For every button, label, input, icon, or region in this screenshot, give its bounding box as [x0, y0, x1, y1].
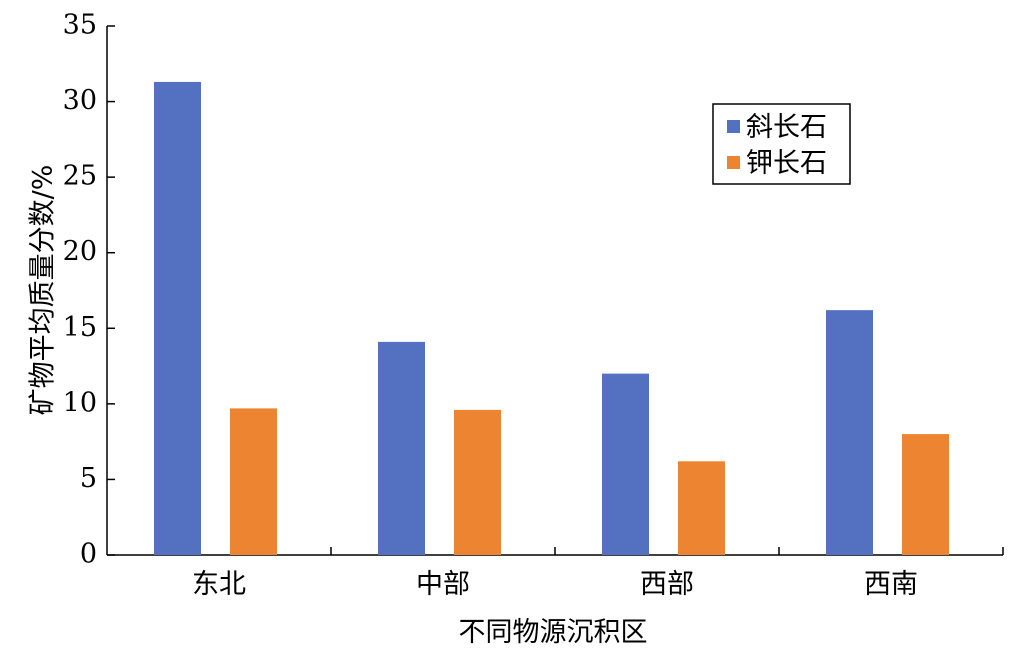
x-tick-label: 中部 [416, 569, 470, 600]
y-ticks: 0 5 10 15 20 25 30 35 [63, 10, 115, 570]
y-tick-label: 15 [63, 312, 97, 343]
y-tick-label: 10 [63, 387, 97, 418]
y-tick-label: 5 [80, 463, 97, 494]
y-tick-label: 20 [63, 236, 97, 267]
x-axis-title: 不同物源沉积区 [459, 617, 648, 648]
bars [154, 81, 949, 556]
y-tick-label: 30 [63, 85, 97, 116]
legend-label-plagioclase: 斜长石 [746, 112, 827, 143]
bar-k-feldspar-0 [230, 408, 277, 555]
bar-plagioclase-2 [602, 373, 649, 555]
y-tick-label: 25 [63, 161, 97, 192]
x-tick-label: 东北 [192, 569, 246, 600]
legend-swatch-k-feldspar [727, 156, 740, 169]
x-tick-label: 西部 [640, 569, 694, 600]
x-tick-label: 西南 [864, 569, 918, 600]
bar-k-feldspar-1 [454, 409, 501, 555]
legend: 斜长石 钾长石 [712, 103, 851, 185]
legend-label-k-feldspar: 钾长石 [746, 148, 827, 179]
x-ticks: 东北 中部 西部 西南 [192, 547, 1004, 600]
bar-plagioclase-1 [378, 341, 425, 555]
bar-plagioclase-3 [826, 310, 873, 555]
bar-k-feldspar-2 [678, 461, 725, 555]
bar-k-feldspar-3 [902, 434, 949, 555]
bar-plagioclase-0 [154, 81, 201, 556]
legend-box [712, 103, 851, 185]
y-axis-title: 矿物平均质量分数/% [28, 165, 59, 416]
y-tick-label: 35 [63, 10, 97, 41]
legend-swatch-plagioclase [727, 120, 740, 133]
y-tick-label: 0 [80, 539, 97, 570]
